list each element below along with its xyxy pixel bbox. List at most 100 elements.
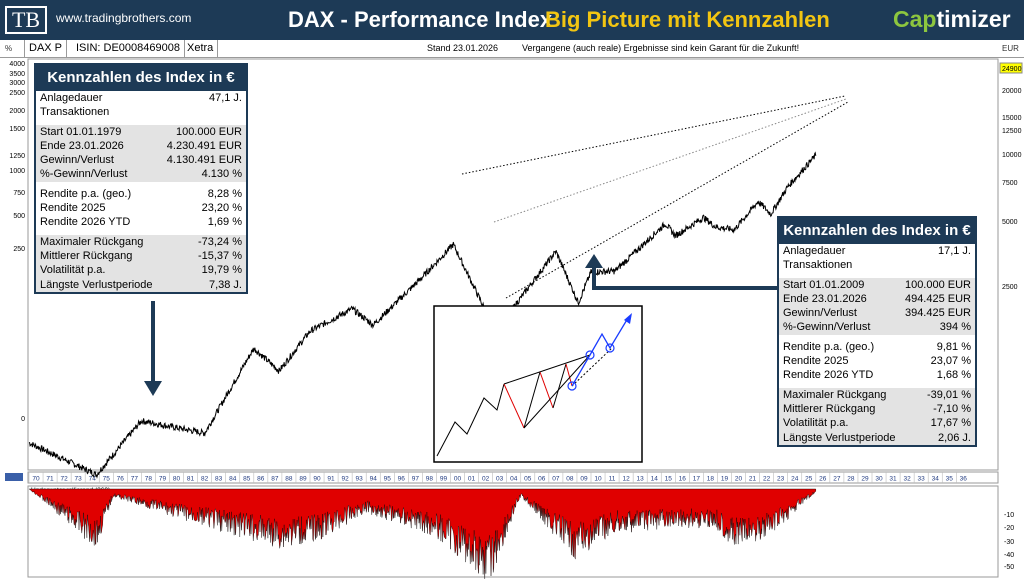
year-label: 87 [271, 476, 279, 483]
last-price-label: 24900 [1002, 66, 1022, 73]
metrics-value: 19,79 % [201, 264, 242, 277]
metrics-key: Gewinn/Verlust [783, 307, 857, 320]
metrics-row: Volatilität p.a. 17,67 % [779, 416, 975, 431]
left-axis-tick-label: 4000 [9, 61, 25, 68]
year-label: 28 [847, 476, 855, 483]
lower-trendline [505, 101, 849, 299]
metrics-row: Ende 23.01.2026 4.230.491 EUR [36, 138, 246, 154]
metrics-row: Längste Verlustperiode 7,38 J. [36, 277, 246, 292]
metrics-key: Rendite 2025 [40, 202, 106, 215]
brand-logo: Captimizer [893, 6, 1011, 33]
isin-field[interactable]: ISIN: DE0008469008 [72, 40, 185, 57]
year-label: 29 [861, 476, 869, 483]
metrics-row: %-Gewinn/Verlust 394 % [779, 320, 975, 335]
metrics-key: Mittlerer Rückgang [783, 402, 876, 415]
right-axis-tick-label: 2500 [1002, 284, 1018, 291]
right-axis-tick-label: 10000 [1002, 152, 1022, 159]
disclaimer: Vergangene (auch reale) Ergebnisse sind … [522, 43, 800, 53]
year-label: 11 [609, 476, 616, 483]
underwater-panel: Underwater rollierend (260) [28, 487, 816, 579]
metrics-value: 1,68 % [936, 369, 971, 382]
metrics-box-right: Kennzahlen des Index in € Anlagedauer 17,… [777, 216, 977, 447]
year-label: 06 [538, 476, 546, 483]
year-label: 76 [117, 476, 125, 483]
right-axis: 20000 15000 12500 10000 7500 5000 2500 24900 -10… [999, 62, 1023, 571]
symbol-field[interactable]: DAX P [24, 40, 68, 57]
left-axis-tick-label: 2500 [9, 90, 25, 97]
logo: TB [5, 6, 47, 34]
left-arrow-head [144, 381, 162, 396]
year-label: 80 [173, 476, 181, 483]
year-label: 26 [819, 476, 827, 483]
year-label: 15 [665, 476, 673, 483]
brand-cap: Cap [893, 6, 937, 32]
year-label: 85 [243, 476, 251, 483]
inset-circle-1 [567, 381, 577, 391]
year-label: 98 [426, 476, 434, 483]
right-axis-tick-label: 12500 [1002, 128, 1022, 135]
metrics-value: 1,69 % [207, 216, 242, 229]
left-axis-tick-label: 1000 [9, 168, 25, 175]
year-label: 14 [651, 476, 659, 483]
inset-upper-line [503, 354, 591, 385]
year-label: 97 [412, 476, 420, 483]
metrics-value: -73,24 % [197, 235, 242, 248]
year-label: 00 [454, 476, 462, 483]
year-label: 84 [229, 476, 237, 483]
metrics-box-left-body: Anlagedauer 47,1 J. Transaktionen Start 01.… [36, 91, 246, 292]
metrics-row: Transaktionen [36, 105, 246, 119]
left-axis-tick-label: 1250 [9, 153, 25, 160]
metrics-key: Volatilität p.a. [40, 264, 106, 277]
left-axis-tick-label: 3500 [9, 71, 25, 78]
header-banner: TB www.tradingbrothers.com DAX - Perform… [0, 0, 1024, 40]
metrics-key: Rendite p.a. (geo.) [783, 340, 875, 353]
metrics-key: Maximaler Rückgang [40, 235, 144, 248]
left-axis-tick-label: 1500 [9, 126, 25, 133]
year-label: 82 [201, 476, 209, 483]
metrics-key: Maximaler Rückgang [783, 388, 887, 401]
underwater-plot-border [27, 485, 999, 578]
metrics-row: Mittlerer Rückgang -15,37 % [36, 248, 246, 264]
metrics-key: Transaktionen [783, 259, 853, 272]
metrics-box-left: Kennzahlen des Index in € Anlagedauer 47,… [34, 63, 248, 294]
year-label: 70 [32, 476, 40, 483]
inset-red-leg-1 [503, 383, 525, 429]
metrics-key: Längste Verlustperiode [40, 278, 153, 291]
metrics-row: Volatilität p.a. 19,79 % [36, 263, 246, 278]
metrics-value: 4.230.491 EUR [166, 139, 242, 152]
year-label: 02 [482, 476, 490, 483]
year-label: 73 [75, 476, 83, 483]
inset-circle-2 [585, 350, 595, 360]
year-label: 10 [594, 476, 602, 483]
year-label: 94 [370, 476, 378, 483]
right-axis-tick-label: 7500 [1002, 180, 1018, 187]
inset-frame [433, 305, 643, 463]
metrics-key: Mittlerer Rückgang [40, 249, 133, 262]
last-price-badge [999, 62, 1023, 74]
year-label: 93 [356, 476, 364, 483]
inset-red-leg-2 [539, 371, 554, 409]
year-label: 27 [833, 476, 841, 483]
metrics-row: Gewinn/Verlust 394.425 EUR [779, 306, 975, 321]
metrics-row: Gewinn/Verlust 4.130.491 EUR [36, 153, 246, 168]
year-label: 01 [468, 476, 476, 483]
year-label: 13 [637, 476, 645, 483]
metrics-value: -15,37 % [197, 249, 242, 262]
website-link[interactable]: www.tradingbrothers.com [56, 11, 192, 25]
exchange-field[interactable]: Xetra [183, 40, 219, 57]
price-line-group [28, 151, 817, 479]
year-label: 35 [946, 476, 954, 483]
year-label: 36 [960, 476, 968, 483]
metrics-key: Transaktionen [40, 106, 110, 119]
metrics-value: 8,28 % [207, 187, 242, 200]
year-label: 18 [707, 476, 715, 483]
pointer-arrows [144, 254, 777, 396]
year-label: 07 [552, 476, 560, 483]
metrics-key: Ende 23.01.2026 [40, 139, 124, 152]
right-arrow-shaft [592, 266, 777, 290]
inset-circle-3 [605, 343, 615, 353]
underwater-area [28, 488, 816, 579]
year-label: 08 [566, 476, 574, 483]
year-label: 86 [257, 476, 265, 483]
year-axis: 70 71 72 73 74 75 76 77 78 79 80 81 82 83 84 85 86 87 88 89… [5, 471, 999, 484]
